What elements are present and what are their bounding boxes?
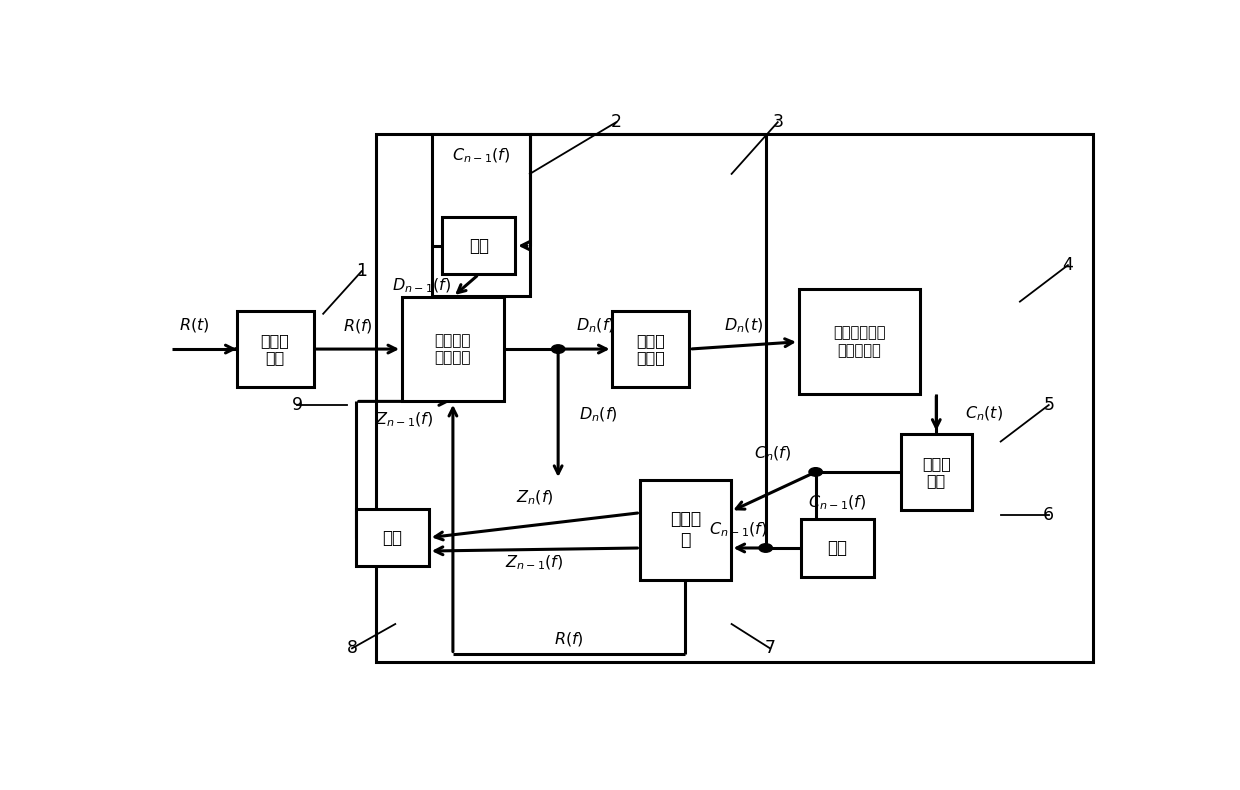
Text: $Z_{n-1}(f)$: $Z_{n-1}(f)$ xyxy=(376,411,434,429)
Text: 傅里叶
变换: 傅里叶 变换 xyxy=(921,456,951,488)
Text: 位置驱动
信号生成: 位置驱动 信号生成 xyxy=(435,333,471,365)
Text: 延迟: 延迟 xyxy=(382,529,402,547)
Text: 2: 2 xyxy=(611,113,621,131)
FancyBboxPatch shape xyxy=(402,297,503,401)
Circle shape xyxy=(552,344,565,353)
FancyBboxPatch shape xyxy=(356,509,429,566)
Text: $C_{n-1}(f)$: $C_{n-1}(f)$ xyxy=(709,521,768,539)
Text: $C_{n-1}(f)$: $C_{n-1}(f)$ xyxy=(808,493,867,512)
Text: 5: 5 xyxy=(1043,396,1054,414)
Text: 阀控缸电液位
置伺服系统: 阀控缸电液位 置伺服系统 xyxy=(833,325,885,358)
Text: 3: 3 xyxy=(773,113,784,131)
Text: $D_n(t)$: $D_n(t)$ xyxy=(724,317,764,335)
Text: 逆傅里
叶变换: 逆傅里 叶变换 xyxy=(636,333,666,365)
Circle shape xyxy=(808,468,822,476)
Text: $R(t)$: $R(t)$ xyxy=(179,316,210,333)
FancyBboxPatch shape xyxy=(801,519,874,577)
Text: $D_n(f)$: $D_n(f)$ xyxy=(579,405,618,423)
Text: 4: 4 xyxy=(1063,256,1074,274)
Text: 延迟: 延迟 xyxy=(827,539,847,557)
Text: $R(f)$: $R(f)$ xyxy=(554,630,584,649)
Text: $Z_n(f)$: $Z_n(f)$ xyxy=(516,488,553,506)
FancyBboxPatch shape xyxy=(900,434,972,510)
Text: $D_{n-1}(f)$: $D_{n-1}(f)$ xyxy=(392,276,451,295)
Text: $R(f)$: $R(f)$ xyxy=(342,317,373,335)
FancyBboxPatch shape xyxy=(237,310,314,387)
Text: $D_n(f)$: $D_n(f)$ xyxy=(575,317,614,335)
FancyBboxPatch shape xyxy=(799,289,920,394)
Circle shape xyxy=(759,544,773,552)
Text: 傅里叶
变换: 傅里叶 变换 xyxy=(260,333,290,365)
Text: 7: 7 xyxy=(765,639,775,657)
Text: $C_n(f)$: $C_n(f)$ xyxy=(754,445,792,463)
FancyBboxPatch shape xyxy=(443,217,516,274)
Text: 1: 1 xyxy=(356,262,367,280)
FancyBboxPatch shape xyxy=(613,310,689,387)
Text: $C_{n-1}(f)$: $C_{n-1}(f)$ xyxy=(451,146,510,165)
Text: 6: 6 xyxy=(1043,506,1054,524)
FancyBboxPatch shape xyxy=(640,480,730,580)
Text: 9: 9 xyxy=(291,396,303,414)
Text: 延迟: 延迟 xyxy=(469,237,489,254)
Text: $C_n(t)$: $C_n(t)$ xyxy=(965,404,1003,423)
FancyBboxPatch shape xyxy=(432,134,529,295)
Text: 阻抗修
正: 阻抗修 正 xyxy=(670,510,701,549)
Text: 8: 8 xyxy=(346,639,357,657)
Text: $Z_{n-1}(f)$: $Z_{n-1}(f)$ xyxy=(506,554,564,573)
